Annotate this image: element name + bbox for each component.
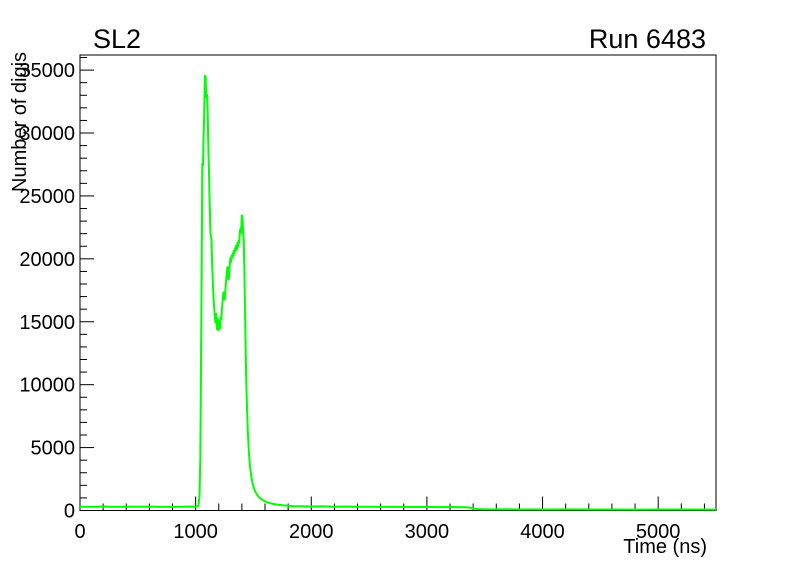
plot-title: SL2 xyxy=(93,24,142,54)
x-axis-title: Time (ns) xyxy=(623,536,707,558)
y-tick-label: 5000 xyxy=(31,438,76,460)
y-tick-label: 35000 xyxy=(19,60,75,82)
x-tick-label: 2000 xyxy=(289,521,334,543)
histogram-line xyxy=(79,74,717,511)
y-tick-label: 20000 xyxy=(19,249,75,271)
y-tick-label: 0 xyxy=(64,501,75,523)
axes-and-series-group: 0 1000 2000 3000 4000 5000 0 5000 10000 15000 2000… xyxy=(19,57,717,543)
y-tick-label: 25000 xyxy=(19,186,75,208)
run-number-label: Run 6483 xyxy=(588,24,706,54)
y-axis-title: Number of digis xyxy=(9,52,31,192)
x-tick-label: 3000 xyxy=(405,521,450,543)
y-tick-label: 30000 xyxy=(19,123,75,145)
x-tick-label: 5000 xyxy=(636,521,681,543)
x-tick-label: 1000 xyxy=(173,521,218,543)
x-tick-label: 0 xyxy=(74,521,85,543)
x-tick-label: 4000 xyxy=(520,521,565,543)
plot-frame xyxy=(79,54,717,511)
y-tick-label: 10000 xyxy=(19,375,75,397)
y-tick-label: 15000 xyxy=(19,312,75,334)
